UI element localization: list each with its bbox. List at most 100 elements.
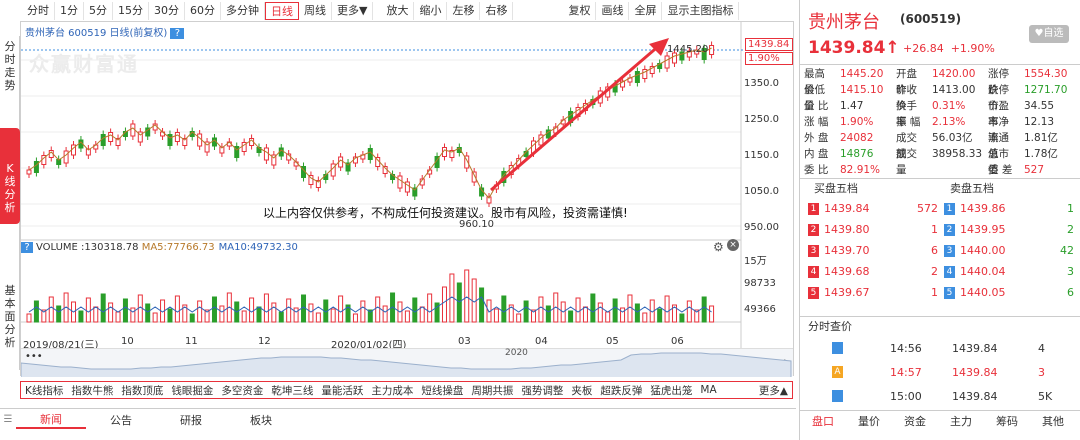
- stat-cell: 总市值 1.78亿: [988, 148, 1058, 176]
- panel-tab[interactable]: 其他: [1042, 414, 1064, 428]
- toolbar-item[interactable]: 更多▼: [332, 2, 374, 20]
- toolbar-item[interactable]: 60分: [185, 2, 221, 20]
- indicator-tab[interactable]: 钱眼掘金: [171, 384, 214, 397]
- indicator-tab[interactable]: 强势调整: [521, 384, 564, 397]
- tab-sector[interactable]: 板块: [250, 413, 272, 427]
- toolbar-item[interactable]: 分时: [22, 2, 55, 20]
- stat-cell: [896, 162, 988, 178]
- stat-cell: 量 比 1.47: [804, 100, 864, 112]
- toolbar-item[interactable]: 15分: [113, 2, 149, 20]
- low-label: 960.10: [459, 219, 494, 230]
- buy-level[interactable]: 4 1439.68 2: [808, 261, 938, 282]
- stat-cell: 换手率 0.31%: [896, 100, 966, 128]
- stock-code: (600519): [900, 12, 962, 26]
- panel-tab[interactable]: 盘口: [812, 414, 834, 428]
- buy-level[interactable]: 5 1439.67 1: [808, 282, 938, 303]
- pct-badge: 1.90%: [745, 52, 793, 65]
- time-navigator[interactable]: ••• 2020 < >: [21, 348, 793, 377]
- indicator-tab[interactable]: 指数牛熊: [71, 384, 114, 397]
- toolbar-item[interactable]: 日线: [265, 2, 299, 20]
- toolbar-item[interactable]: 显示主图指标: [662, 2, 740, 20]
- stat-cell: 最低价 1415.10: [804, 84, 884, 112]
- disclaimer-text: 以上内容仅供参考，不构成任何投资建议。股市有风险，投资需谨慎!: [263, 206, 628, 220]
- trade-row: A 14:57 1439.84 3: [800, 362, 1080, 384]
- indicator-tab[interactable]: 量能活跃: [321, 384, 364, 397]
- indicator-tab[interactable]: 猛虎出笼: [650, 384, 693, 397]
- close-icon[interactable]: ×: [727, 239, 739, 251]
- watermark-logo: 众赢财富通: [29, 52, 139, 76]
- stat-cell: 委 差 527: [988, 164, 1045, 176]
- indicator-tab[interactable]: 夹板: [571, 384, 593, 397]
- toolbar-item[interactable]: 放大: [381, 2, 415, 20]
- toolbar-item[interactable]: 1分: [55, 2, 84, 20]
- stat-cell: 成交额 56.03亿: [896, 132, 973, 160]
- toolbar-item[interactable]: 5分: [84, 2, 113, 20]
- panel-tab[interactable]: 资金: [904, 414, 926, 428]
- help-icon[interactable]: ?: [21, 241, 33, 253]
- add-favorite-button[interactable]: ♥自选: [1029, 25, 1069, 43]
- indicator-tab[interactable]: 超跌反弹: [600, 384, 643, 397]
- indicator-tab[interactable]: 主力成本: [371, 384, 414, 397]
- buy-level[interactable]: 1 1439.84 572: [808, 198, 938, 219]
- indicator-tab[interactable]: 乾坤三线: [271, 384, 314, 397]
- last-price: 1439.84↑: [808, 38, 900, 58]
- current-price-badge: 1439.84: [745, 38, 793, 51]
- toolbar-item[interactable]: 缩小: [414, 2, 448, 20]
- tab-announcements[interactable]: 公告: [110, 413, 132, 427]
- sell-level[interactable]: 5 1440.05 6: [944, 282, 1074, 303]
- indicator-tab[interactable]: 指数顶底: [121, 384, 164, 397]
- buy-level[interactable]: 2 1439.80 1: [808, 219, 938, 240]
- candlestick-svg: [21, 22, 793, 352]
- tab-fenshi[interactable]: 分时走势: [4, 40, 16, 92]
- panel-tab[interactable]: 量价: [858, 414, 880, 428]
- indicator-tab[interactable]: 更多▲: [758, 384, 788, 397]
- indicator-tab[interactable]: 短线操盘: [421, 384, 464, 397]
- toolbar-item[interactable]: 画线: [596, 2, 630, 20]
- toolbar-item[interactable]: 右移: [480, 2, 514, 20]
- price-change: +26.84 +1.90%: [903, 42, 995, 55]
- vol-tick: 15万: [744, 256, 767, 267]
- sell-title: 卖盘五档: [950, 182, 994, 195]
- tab-jiben[interactable]: 基本面分析: [4, 284, 16, 349]
- stat-cell: 流通值 1.81亿: [988, 132, 1058, 160]
- sell-level[interactable]: 4 1440.04 3: [944, 261, 1074, 282]
- quote-stats: 最高价 1445.20 开盘价 1420.00 涨停价 1554.30 最低价 1415.10…: [804, 66, 1080, 178]
- help-icon[interactable]: ?: [170, 28, 185, 39]
- buy-level[interactable]: 3 1439.70 6: [808, 240, 938, 261]
- tab-news[interactable]: 新闻: [16, 411, 86, 429]
- toolbar-item[interactable]: 周线: [299, 2, 332, 20]
- volume-header: ? VOLUME :130318.78 MA5:77766.73 MA10:497…: [21, 241, 741, 253]
- trade-type-icon: [832, 390, 843, 402]
- sell-level[interactable]: 2 1439.95 2: [944, 219, 1074, 240]
- vol-tick: 98733: [744, 278, 776, 289]
- kline-chart[interactable]: 贵州茅台 600519 日线(前复权)? 众赢财富通 1439.84 1.90%…: [20, 21, 794, 377]
- vol-tick: 49366: [744, 304, 776, 315]
- more-icon[interactable]: •••: [25, 351, 43, 362]
- toolbar-item[interactable]: 左移: [447, 2, 481, 20]
- toolbar-item[interactable]: 多分钟: [221, 2, 265, 20]
- stat-cell: 市盈率 34.55: [988, 100, 1055, 128]
- bottom-tabs: ☰ 新闻 公告 研报 板块: [0, 408, 796, 430]
- indicator-tab[interactable]: K线指标: [25, 384, 64, 397]
- stock-name: 贵州茅台: [808, 12, 880, 33]
- indicator-tab[interactable]: 多空资金: [221, 384, 264, 397]
- panel-tab[interactable]: 主力: [950, 414, 972, 428]
- sell-level[interactable]: 1 1439.86 1: [944, 198, 1074, 219]
- toolbar-item[interactable]: 30分: [149, 2, 185, 20]
- tab-research[interactable]: 研报: [180, 413, 202, 427]
- stat-cell: 委 比 82.91%: [804, 164, 881, 176]
- indicator-tab[interactable]: 周期共振: [471, 384, 514, 397]
- toolbar-item[interactable]: 复权: [563, 2, 597, 20]
- stat-cell: 最高价 1445.20: [804, 68, 884, 96]
- sell-level[interactable]: 3 1440.00 42: [944, 240, 1074, 261]
- stat-cell: 跌停价 1271.70: [988, 84, 1068, 112]
- settings-icon[interactable]: ⚙: [713, 240, 724, 254]
- toolbar-item[interactable]: 全屏: [629, 2, 663, 20]
- panel-tab[interactable]: 筹码: [996, 414, 1018, 428]
- list-icon[interactable]: ☰: [3, 414, 13, 425]
- indicator-bar: K线指标 指数牛熊 指数顶底 钱眼掘金 多空资金 乾坤三线 量能活跃 主力成本 短线操盘 周期共振…: [20, 381, 793, 399]
- y-tick: 1250.0: [744, 114, 779, 125]
- indicator-tab[interactable]: MA: [700, 384, 717, 396]
- y-tick: 1150.0: [744, 150, 779, 161]
